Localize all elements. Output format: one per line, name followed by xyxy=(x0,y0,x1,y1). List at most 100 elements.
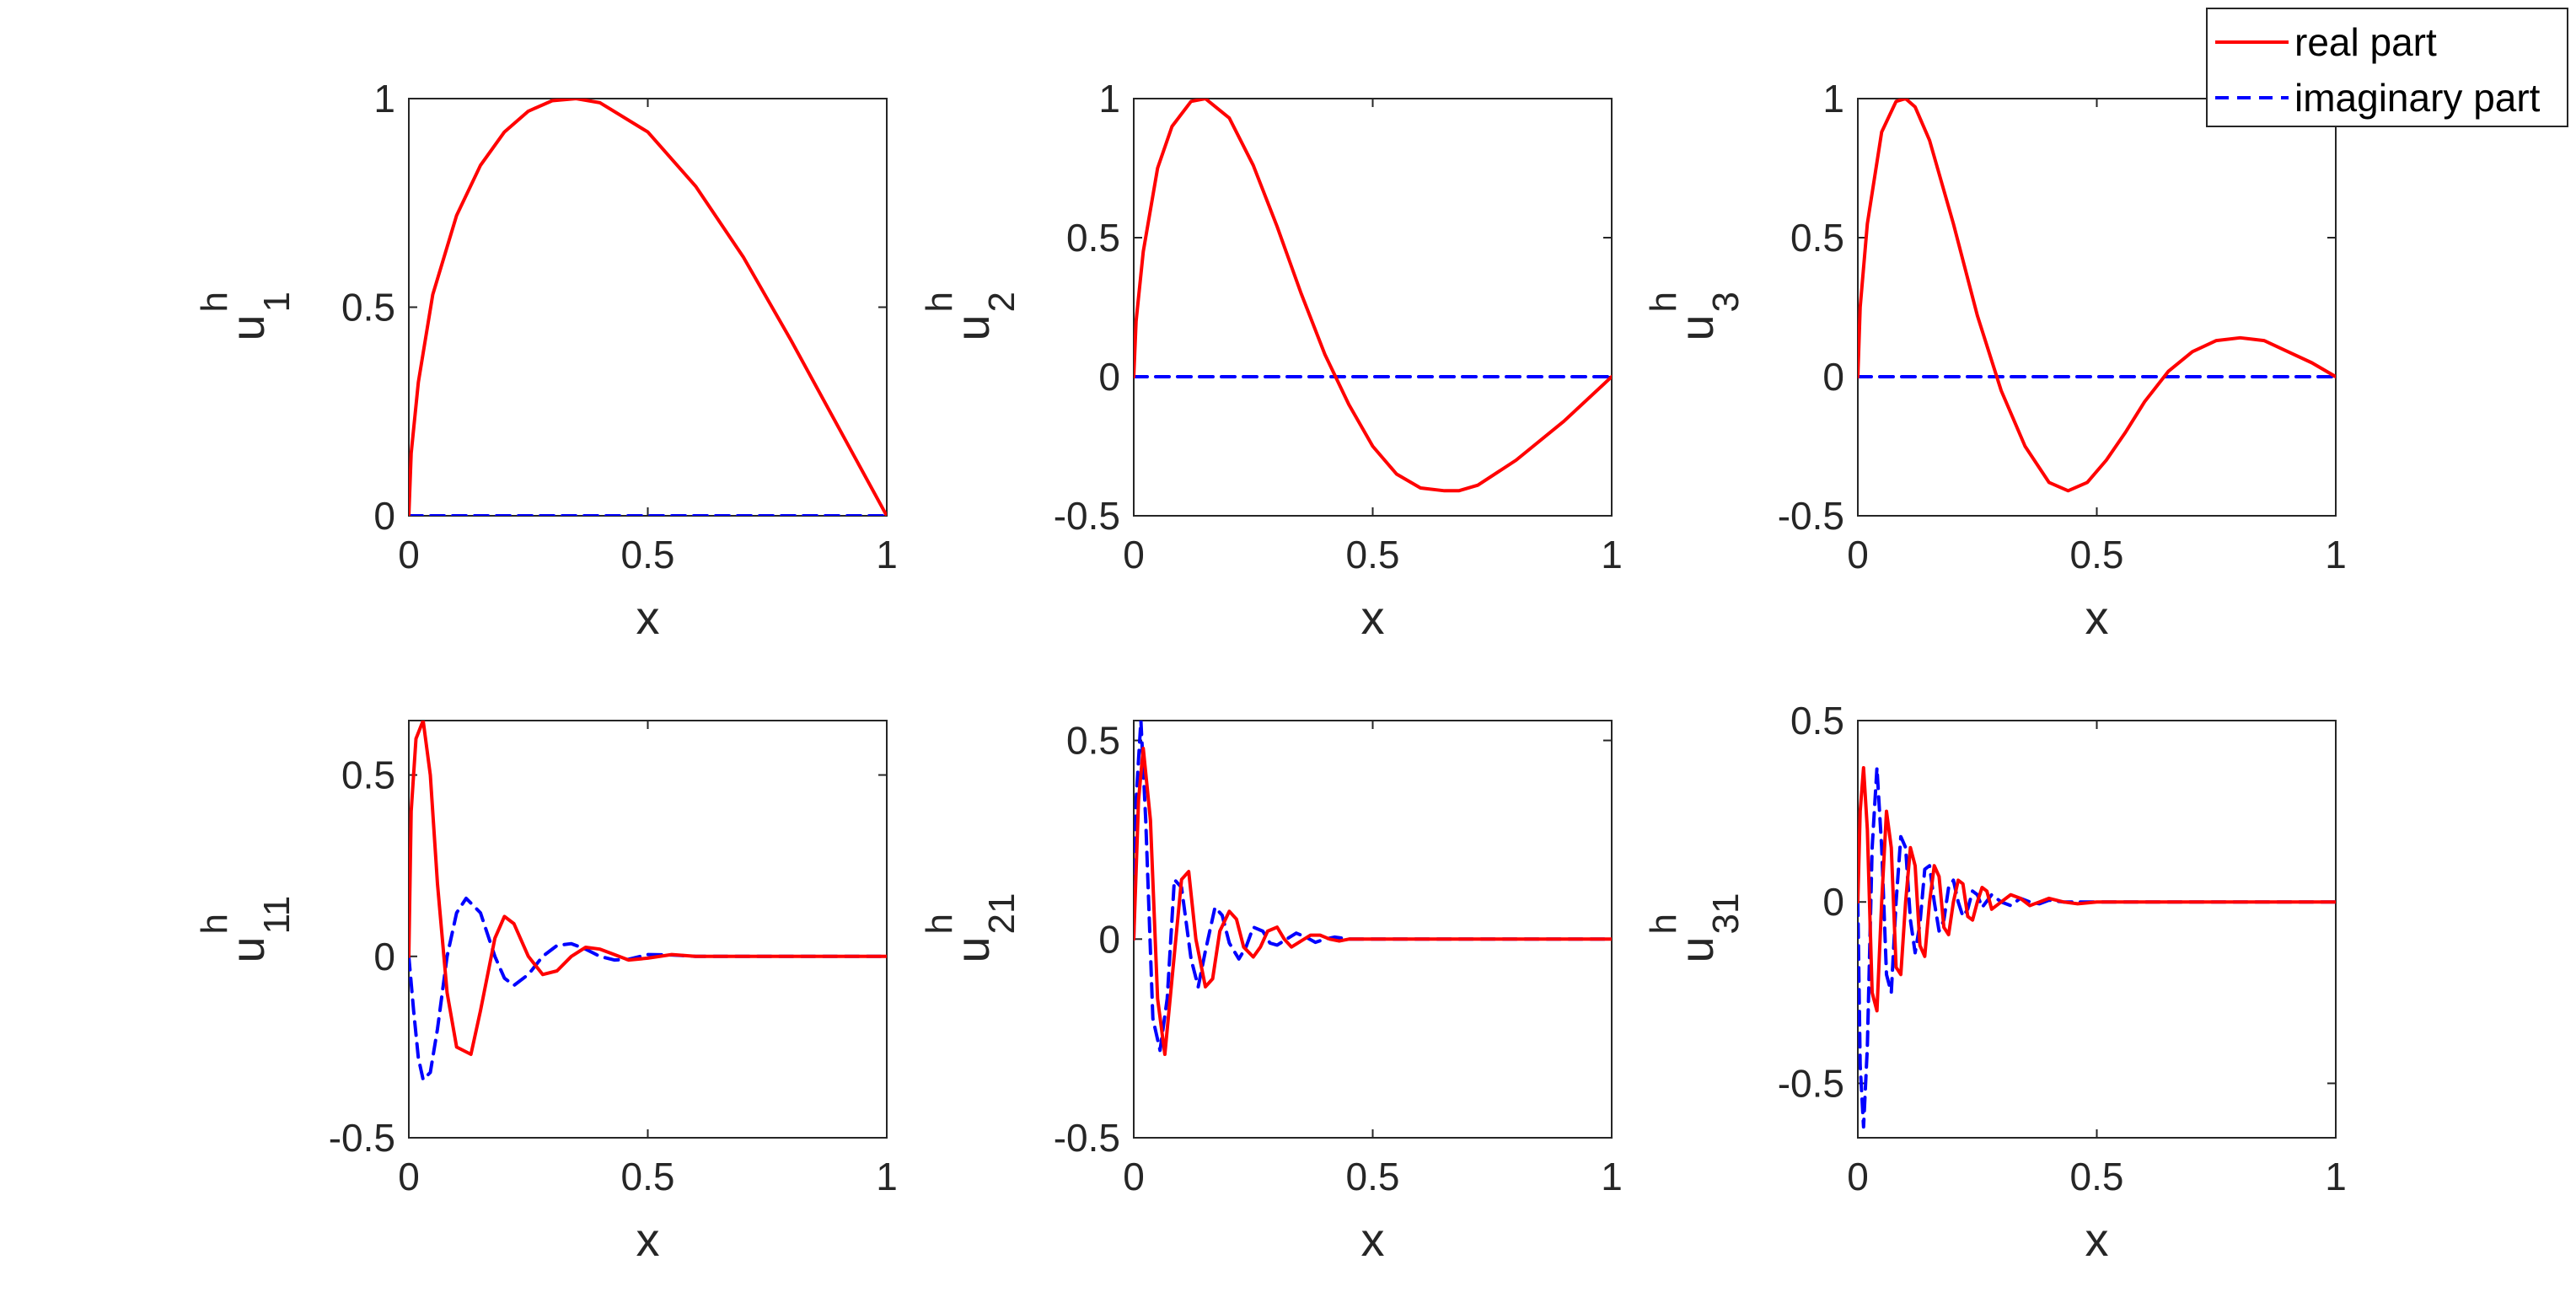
x-tick-label: 0 xyxy=(398,1155,420,1198)
legend: real part imaginary part xyxy=(2206,8,2568,127)
legend-label-imag: imaginary part xyxy=(2294,76,2541,120)
x-axis-label: x xyxy=(636,1213,660,1266)
series-group xyxy=(1858,99,2336,493)
series-imaginary-part xyxy=(409,896,887,1082)
x-tick-label: 0.5 xyxy=(1346,533,1400,576)
y-axis-label-sub: 31 xyxy=(1705,893,1747,935)
x-tick-label: 1 xyxy=(2325,1155,2347,1198)
y-axis-label-base: u xyxy=(1670,314,1723,340)
y-tick-label: 1 xyxy=(1098,77,1120,121)
y-axis-label: uh 31 xyxy=(1643,893,1747,963)
y-axis-label-sub: 21 xyxy=(981,893,1022,935)
x-tick-label: 0.5 xyxy=(2070,1155,2124,1198)
y-tick-label: 0 xyxy=(1822,355,1844,399)
axes-box xyxy=(1857,720,2337,1139)
x-tick-label: 1 xyxy=(1601,533,1623,576)
x-tick-label: 0 xyxy=(1123,533,1145,576)
y-axis-label-base: u xyxy=(946,936,999,962)
x-tick-label: 0.5 xyxy=(621,533,675,576)
series-real-part xyxy=(1134,99,1612,493)
x-axis-label: x xyxy=(2085,1213,2109,1266)
series-group xyxy=(1134,721,1612,1056)
series-group xyxy=(1134,99,1612,493)
x-axis-label: x xyxy=(636,591,660,644)
axes-box xyxy=(1857,98,2337,517)
x-axis-label: x xyxy=(1361,591,1385,644)
y-tick-label: -0.5 xyxy=(1778,494,1844,538)
x-tick-label: 1 xyxy=(876,1155,898,1198)
y-axis-label: uh 2 xyxy=(919,292,1022,340)
y-axis-label-sup: h xyxy=(194,914,235,934)
y-axis-label-sup: h xyxy=(919,292,960,312)
y-axis-label-sub: 1 xyxy=(256,292,298,312)
series-imaginary-part xyxy=(1134,721,1612,1053)
y-axis-label-sup: h xyxy=(1643,914,1684,934)
series-group xyxy=(409,721,887,1082)
x-tick-label: 0 xyxy=(1847,1155,1869,1198)
x-axis-label: x xyxy=(1361,1213,1385,1266)
x-tick-label: 0.5 xyxy=(1346,1155,1400,1198)
subplot-1: 0 0.5 1 0 0.5 1 x uh 1 xyxy=(194,77,898,644)
y-tick-label: 0.5 xyxy=(1790,216,1844,260)
axes-box xyxy=(1133,720,1613,1139)
y-axis-label: uh 3 xyxy=(1643,292,1747,340)
legend-box xyxy=(2206,8,2568,127)
series-real-part xyxy=(409,99,887,516)
series-group xyxy=(1858,766,2336,1129)
y-axis-label: uh 21 xyxy=(919,893,1022,963)
y-tick-label: 0 xyxy=(1098,917,1120,961)
y-tick-label: 1 xyxy=(1822,77,1844,121)
x-tick-label: 1 xyxy=(2325,533,2347,576)
y-tick-label: -0.5 xyxy=(1054,1116,1120,1160)
y-tick-label: 0.5 xyxy=(1790,699,1844,742)
x-tick-label: 1 xyxy=(1601,1155,1623,1198)
y-tick-label: 0.5 xyxy=(1066,719,1120,763)
y-axis-label-sup: h xyxy=(1643,292,1684,312)
y-axis-label: uh 1 xyxy=(194,292,298,340)
y-axis-label-sup: h xyxy=(919,914,960,934)
x-tick-label: 0 xyxy=(1123,1155,1145,1198)
y-tick-label: 0 xyxy=(373,494,395,538)
x-tick-label: 0.5 xyxy=(2070,533,2124,576)
y-tick-label: -0.5 xyxy=(1054,494,1120,538)
legend-label-real: real part xyxy=(2294,20,2437,64)
axes-box xyxy=(408,720,888,1139)
x-tick-label: 1 xyxy=(876,533,898,576)
series-real-part xyxy=(1134,747,1612,1056)
y-tick-label: 0 xyxy=(1822,880,1844,924)
y-tick-label: 0.5 xyxy=(341,286,395,330)
y-axis-label-sup: h xyxy=(194,292,235,312)
y-tick-label: 0.5 xyxy=(1066,216,1120,260)
y-tick-label: 1 xyxy=(373,77,395,121)
axes-box xyxy=(408,98,888,517)
series-group xyxy=(409,99,887,516)
y-axis-label: uh 11 xyxy=(194,896,298,963)
series-real-part xyxy=(1858,99,2336,493)
x-tick-label: 0 xyxy=(398,533,420,576)
axes-box xyxy=(1133,98,1613,517)
y-axis-label-sub: 3 xyxy=(1705,292,1747,312)
subplot-6: 0 0.5 1 -0.5 0 0.5 x uh 31 xyxy=(1643,699,2347,1266)
y-tick-label: 0.5 xyxy=(341,753,395,797)
y-tick-label: -0.5 xyxy=(329,1116,395,1160)
series-real-part xyxy=(1858,766,2336,1013)
x-axis-label: x xyxy=(2085,591,2109,644)
y-axis-label-base: u xyxy=(221,314,274,340)
y-tick-label: -0.5 xyxy=(1778,1061,1844,1105)
y-axis-label-base: u xyxy=(221,936,274,962)
series-imaginary-part xyxy=(1858,766,2336,1129)
series-real-part xyxy=(409,721,887,1056)
y-tick-label: 0 xyxy=(373,935,395,978)
y-axis-label-sub: 11 xyxy=(256,896,298,935)
x-tick-label: 0.5 xyxy=(621,1155,675,1198)
y-tick-label: 0 xyxy=(1098,355,1120,399)
y-axis-label-base: u xyxy=(946,314,999,340)
y-axis-label-sub: 2 xyxy=(981,292,1022,312)
y-axis-label-base: u xyxy=(1670,936,1723,962)
